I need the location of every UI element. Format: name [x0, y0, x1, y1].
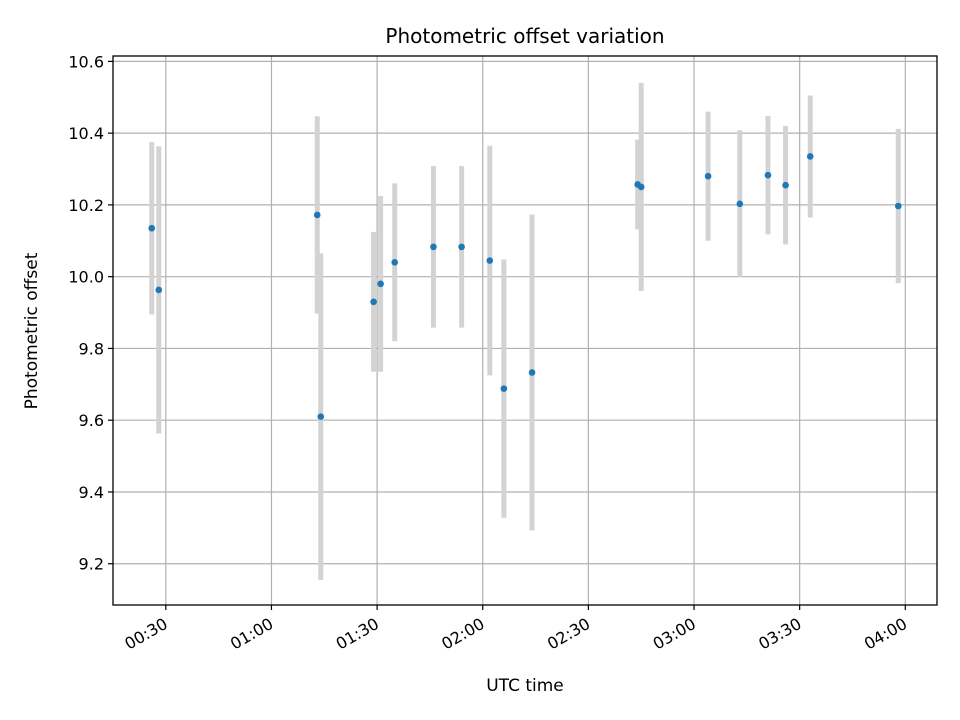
- y-axis: 9.2 9.4 9.6 9.8 10.0 10.2 10.4 10.6: [68, 52, 113, 574]
- data-point: [764, 171, 772, 179]
- data-points: [148, 153, 902, 420]
- y-tick-label: 9.6: [79, 411, 104, 430]
- data-point: [317, 413, 325, 420]
- chart-title: Photometric offset variation: [385, 24, 664, 48]
- data-point: [148, 224, 156, 232]
- y-tick-label: 10.2: [68, 196, 104, 215]
- data-point: [370, 298, 377, 306]
- data-point: [637, 183, 645, 191]
- y-tick-label: 10.0: [68, 268, 104, 287]
- y-axis-title: Photometric offset: [22, 252, 42, 409]
- y-tick-label: 9.8: [79, 339, 104, 358]
- data-point: [806, 153, 814, 160]
- y-tick-label: 9.2: [79, 555, 104, 574]
- data-point: [155, 286, 163, 294]
- data-point: [430, 243, 437, 251]
- data-point: [377, 280, 384, 288]
- data-point: [894, 202, 902, 210]
- y-tick-label: 10.4: [68, 124, 104, 143]
- data-point: [528, 369, 536, 376]
- data-point: [486, 257, 494, 264]
- y-tick-label: 10.6: [68, 52, 104, 71]
- data-point: [458, 243, 465, 251]
- data-point: [736, 200, 744, 208]
- data-point: [782, 181, 789, 189]
- y-tick-label: 9.4: [79, 483, 104, 502]
- x-axis-title: UTC time: [486, 676, 564, 696]
- data-point: [500, 385, 508, 392]
- data-point: [313, 211, 321, 219]
- data-point: [391, 259, 399, 266]
- grid: [113, 56, 937, 605]
- plot-frame: [112, 55, 938, 606]
- data-point: [704, 172, 712, 180]
